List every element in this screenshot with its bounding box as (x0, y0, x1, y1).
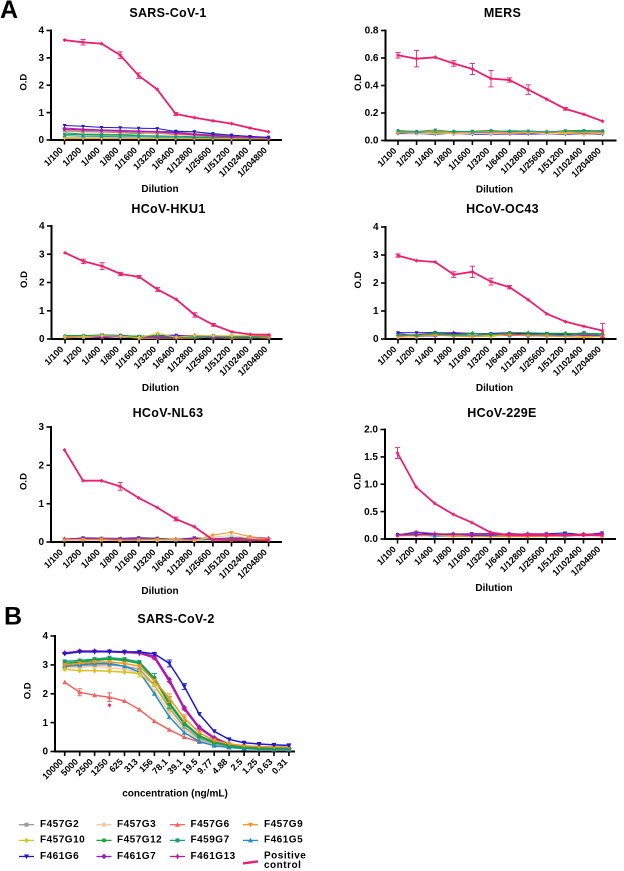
svg-text:3: 3 (38, 53, 44, 64)
svg-text:1: 1 (39, 306, 45, 317)
svg-text:F457G10: F457G10 (40, 835, 85, 846)
svg-text:1: 1 (42, 718, 48, 729)
svg-text:2: 2 (39, 278, 45, 289)
svg-text:2: 2 (38, 461, 44, 472)
svg-text:F457G3: F457G3 (117, 819, 156, 830)
svg-text:B: B (4, 603, 22, 631)
svg-text:0.5: 0.5 (364, 507, 378, 518)
svg-text:3: 3 (39, 249, 45, 260)
svg-text:1: 1 (373, 306, 379, 317)
svg-text:HCoV-HKU1: HCoV-HKU1 (131, 202, 205, 216)
svg-text:1.5: 1.5 (364, 452, 378, 463)
svg-text:O.D: O.D (353, 473, 364, 490)
svg-text:0.0: 0.0 (365, 136, 379, 147)
svg-text:2: 2 (42, 689, 48, 700)
svg-text:Dilution: Dilution (141, 586, 178, 597)
svg-text:O.D: O.D (353, 271, 364, 288)
svg-text:F461G5: F461G5 (264, 835, 303, 846)
svg-text:Dilution: Dilution (476, 185, 513, 196)
svg-text:4: 4 (39, 221, 45, 232)
svg-text:4: 4 (38, 26, 44, 37)
svg-text:3: 3 (42, 660, 48, 671)
svg-text:1.0: 1.0 (364, 479, 378, 490)
svg-text:0.0: 0.0 (364, 534, 378, 545)
svg-text:F459G7: F459G7 (191, 835, 230, 846)
svg-text:concentration (ng/mL): concentration (ng/mL) (122, 789, 228, 800)
svg-text:Dilution: Dilution (141, 184, 178, 195)
svg-text:control: control (264, 860, 301, 871)
svg-text:Dilution: Dilution (142, 383, 179, 394)
svg-text:1: 1 (38, 108, 44, 119)
svg-text:F461G6: F461G6 (40, 851, 79, 862)
svg-text:0.6: 0.6 (365, 53, 379, 64)
svg-text:SARS-CoV-2: SARS-CoV-2 (137, 612, 214, 626)
svg-text:0: 0 (38, 135, 44, 146)
svg-text:O.D: O.D (19, 271, 30, 288)
svg-text:0: 0 (42, 747, 48, 758)
svg-text:F457G12: F457G12 (117, 835, 162, 846)
svg-text:Dilution: Dilution (476, 383, 513, 394)
svg-text:3: 3 (373, 250, 379, 261)
svg-text:0.4: 0.4 (365, 81, 379, 92)
svg-text:MERS: MERS (484, 6, 521, 20)
svg-text:F461G13: F461G13 (191, 851, 236, 862)
svg-text:F457G6: F457G6 (191, 819, 230, 830)
svg-text:4: 4 (373, 222, 379, 233)
svg-text:3: 3 (38, 422, 44, 433)
svg-text:4: 4 (42, 631, 48, 642)
svg-text:0: 0 (38, 537, 44, 548)
svg-text:HCoV-NL63: HCoV-NL63 (133, 406, 204, 420)
svg-text:F461G7: F461G7 (117, 851, 156, 862)
svg-text:O.D: O.D (23, 682, 34, 699)
svg-text:0: 0 (373, 334, 379, 345)
svg-text:F457G2: F457G2 (40, 819, 79, 830)
svg-text:Positive: Positive (264, 850, 306, 861)
svg-text:2.0: 2.0 (364, 425, 378, 436)
svg-text:O.D: O.D (353, 74, 364, 91)
svg-text:2: 2 (38, 81, 44, 92)
svg-text:O.D: O.D (19, 473, 30, 490)
svg-text:0.2: 0.2 (365, 108, 379, 119)
svg-text:HCoV-OC43: HCoV-OC43 (466, 202, 539, 216)
svg-text:HCoV-229E: HCoV-229E (467, 406, 536, 420)
svg-text:Dilution: Dilution (475, 583, 512, 594)
svg-text:SARS-CoV-1: SARS-CoV-1 (129, 6, 206, 20)
svg-text:2: 2 (373, 278, 379, 289)
svg-text:0: 0 (39, 334, 45, 345)
svg-text:F457G9: F457G9 (264, 819, 303, 830)
svg-text:O.D: O.D (19, 74, 30, 91)
svg-text:1: 1 (38, 499, 44, 510)
svg-text:A: A (0, 0, 18, 24)
svg-text:0.8: 0.8 (365, 26, 379, 37)
